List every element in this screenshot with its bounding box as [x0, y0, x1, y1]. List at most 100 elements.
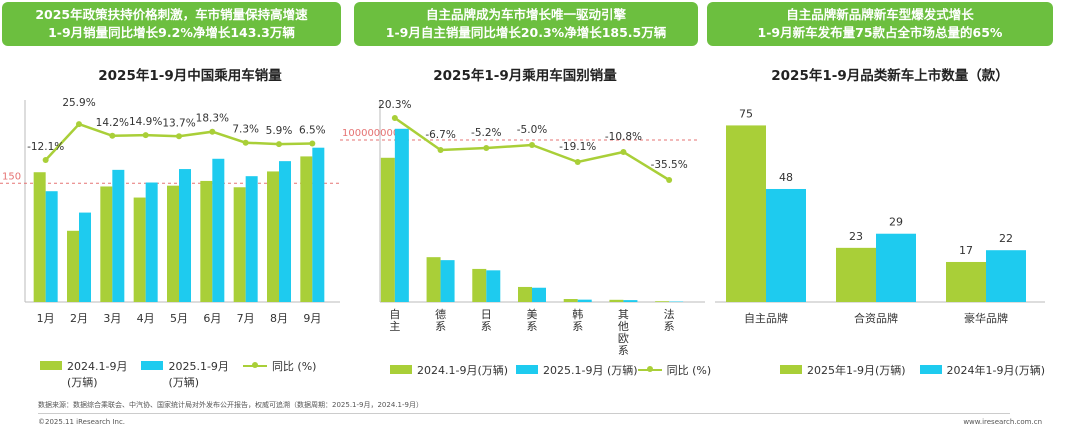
legend-swatch-line	[637, 365, 662, 374]
x-tick-label: 系	[527, 320, 538, 333]
x-tick-label: 系	[435, 320, 446, 333]
legend-swatch-blue	[516, 365, 539, 374]
x-tick-label: 系	[618, 344, 629, 357]
bar-2025	[440, 260, 455, 302]
bar-2025	[79, 212, 91, 302]
legend-swatch-green	[780, 365, 802, 374]
banner-2-line1: 自主品牌成为车市增长唯一驱动引擎	[425, 7, 626, 22]
banner-2-line2: 1-9月自主销量同比增长20.3%净增长185.5万辆	[385, 25, 667, 40]
bar-2025	[179, 169, 191, 302]
bar-2024	[167, 185, 179, 302]
yoy-label: 13.7%	[162, 117, 195, 129]
bar-2025	[623, 300, 638, 302]
chart3-plot: 75 48 自主品牌 23 29 合资品牌 17 22 豪华品牌	[715, 107, 1045, 325]
legend-swatch-blue	[919, 365, 942, 374]
data-source-note: 数据来源：数据综合乘联会、中汽协、国家统计局对外发布公开报告，权威可追溯（数据周…	[38, 401, 423, 409]
bar-2024	[233, 187, 246, 302]
chart3-title: 2025年1-9月品类新车上市数量（款）	[771, 68, 1009, 84]
yoy-point	[309, 140, 316, 147]
bar-2025	[45, 191, 58, 302]
yoy-label: -12.1%	[27, 141, 64, 153]
legend1-b: 2025.1-9月	[168, 360, 229, 373]
legend2-a: 2024.1-9月(万辆)	[417, 364, 509, 377]
legend3-item-2024: 2024年1-9月(万辆)	[919, 362, 1046, 378]
x-tick-label: 9月	[303, 312, 321, 325]
x-tick-label: 自主品牌	[744, 311, 788, 325]
x-tick-label: 8月	[270, 312, 288, 325]
x-tick-label: 4月	[137, 312, 155, 325]
data-label: 29	[889, 216, 903, 229]
bar-2024	[766, 188, 806, 302]
x-tick-label: 欧	[618, 332, 629, 345]
x-tick-label: 主	[389, 320, 400, 333]
website-link[interactable]: www.iresearch.com.cn	[963, 418, 1042, 426]
chart1-plot: 150 1月 2月 3月 4月 5月 6月 7月 8月 9月 -12.1% 25.9%14.2% 14.…	[0, 97, 340, 325]
yoy-label: -6.7%	[425, 129, 455, 141]
yoy-label: 5.9%	[266, 125, 293, 137]
data-label: 17	[959, 244, 973, 257]
bar-2024	[518, 286, 532, 302]
yoy-point	[276, 141, 282, 148]
reference-label: 100000000	[342, 128, 399, 139]
banner-1-line1: 2025年政策扶持价格刺激，车市销量保持高增速	[35, 7, 308, 22]
legend1-a: 2024.1-9月	[67, 360, 128, 373]
yoy-label: 14.2%	[96, 117, 129, 129]
yoy-point	[391, 115, 398, 121]
yoy-point	[529, 142, 535, 148]
legend1-item-yoy: 同比 (%)	[242, 358, 316, 374]
legend1-item-2025: 2025.1-9月 (万辆)	[141, 358, 229, 390]
legend3-a: 2025年1-9月(万辆)	[807, 364, 906, 377]
x-tick-label: 系	[572, 320, 583, 333]
data-label: 75	[739, 107, 753, 120]
yoy-label: -5.0%	[517, 124, 547, 136]
bar-2025	[145, 182, 158, 302]
bar-2024	[986, 250, 1026, 302]
yoy-label: 20.3%	[378, 99, 411, 111]
x-tick-label: 法	[664, 307, 675, 321]
legend-swatch-line	[242, 361, 267, 370]
yoy-point	[666, 177, 673, 183]
legend3-item-2025: 2025年1-9月(万辆)	[780, 362, 906, 378]
x-tick-label: 6月	[203, 312, 221, 325]
footer-divider	[38, 413, 1010, 414]
legend1-label-2024: 2024.1-9月 (万辆)	[67, 358, 127, 390]
bar-2024	[67, 230, 79, 302]
bar-2025	[245, 176, 258, 302]
x-tick-label: 日	[481, 308, 492, 321]
x-tick-label: 系	[664, 320, 675, 333]
yoy-point	[209, 128, 216, 135]
yoy-point	[42, 157, 49, 163]
yoy-point	[437, 147, 444, 153]
data-label: 23	[849, 230, 863, 243]
chart1-title: 2025年1-9月中国乘用车销量	[98, 68, 282, 84]
bar-2024	[609, 299, 624, 302]
yoy-label: 6.5%	[299, 125, 326, 137]
legend-swatch-green	[390, 365, 412, 374]
x-tick-label: 自	[389, 308, 400, 321]
x-tick-label: 7月	[237, 312, 255, 325]
yoy-label: 14.9%	[129, 116, 162, 128]
legend3-b: 2024年1-9月(万辆)	[946, 364, 1046, 377]
x-tick-label: 2月	[70, 312, 88, 325]
bar-2024	[472, 268, 487, 302]
bar-2025	[279, 161, 291, 302]
legend1-a2: (万辆)	[67, 376, 98, 389]
bar-2024	[133, 197, 146, 302]
yoy-point	[242, 139, 249, 146]
x-tick-label: 其	[618, 308, 629, 321]
yoy-label: -35.5%	[651, 159, 688, 171]
x-tick-label: 豪华品牌	[964, 311, 1008, 325]
banner-2: 自主品牌成为车市增长唯一驱动引擎 1-9月自主销量同比增长20.3%净增长185…	[354, 2, 698, 46]
x-tick-label: 韩	[572, 307, 583, 321]
bar-2024	[33, 172, 46, 302]
yoy-point	[483, 145, 490, 151]
x-tick-label: 德	[435, 307, 446, 321]
x-tick-label: 美	[527, 308, 538, 321]
bar-2025	[212, 158, 225, 302]
bar-2025	[312, 147, 325, 302]
banner-1: 2025年政策扶持价格刺激，车市销量保持高增速 1-9月销量同比增长9.2%净增…	[2, 2, 341, 46]
legend2-item-2025: 2025.1-9月 (万辆)	[516, 362, 638, 378]
x-tick-label: 他	[618, 320, 629, 333]
legend2-item-2024: 2024.1-9月(万辆)	[390, 362, 508, 378]
data-label: 48	[779, 171, 793, 184]
